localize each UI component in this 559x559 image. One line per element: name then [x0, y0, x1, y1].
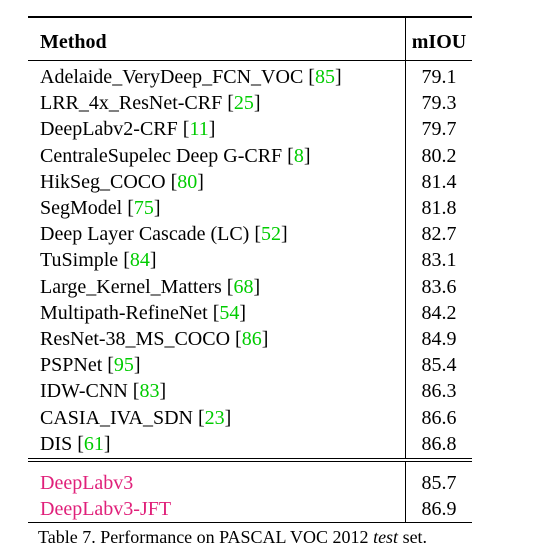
method-cell: Multipath-RefineNet [54]	[40, 301, 247, 324]
citation-link[interactable]: 86	[241, 328, 262, 350]
citation-link[interactable]: 68	[233, 275, 254, 298]
method-name: LRR_4x_ResNet-CRF	[40, 92, 223, 115]
citation-link[interactable]: 23	[204, 406, 225, 429]
citation-link[interactable]: 80	[177, 170, 198, 193]
method-name: ResNet-38_MS_COCO	[40, 328, 231, 350]
method-cell: DeepLabv2-CRF [11]	[40, 118, 216, 141]
miou-cell: 81.4	[421, 170, 457, 193]
method-cell: Large_Kernel_Matters [68]	[40, 275, 261, 298]
section-rule-bottom	[28, 461, 472, 462]
citation-link[interactable]: 75	[133, 197, 154, 219]
our-miou-cell: 86.9	[421, 498, 457, 520]
miou-cell: 79.3	[421, 92, 457, 115]
citation-link[interactable]: 83	[139, 380, 160, 403]
miou-cell: 81.8	[421, 197, 457, 219]
method-name: IDW-CNN	[40, 380, 128, 403]
method-cell: HikSeg_COCO [80]	[40, 170, 204, 193]
miou-cell: 84.9	[421, 328, 457, 350]
method-name: Multipath-RefineNet	[40, 301, 208, 324]
method-name: DIS	[40, 432, 73, 455]
method-header: Method	[40, 31, 107, 53]
method-name: CASIA_IVA_SDN	[40, 406, 193, 429]
method-cell: Deep Layer Cascade (LC) [52]	[40, 223, 288, 246]
method-cell: CentraleSupelec Deep G-CRF [8]	[40, 144, 311, 167]
citation-link[interactable]: 61	[83, 432, 104, 455]
method-cell: CASIA_IVA_SDN [23]	[40, 406, 232, 429]
method-name: DeepLabv2-CRF	[40, 118, 178, 141]
method-name: SegModel	[40, 197, 123, 219]
caption-prefix: Table 7. Performance on PASCAL VOC 2012	[38, 527, 374, 547]
method-name: CentraleSupelec Deep G-CRF	[40, 144, 283, 167]
method-cell: PSPNet [95]	[40, 354, 141, 377]
miou-cell: 86.6	[421, 406, 457, 429]
miou-cell: 86.8	[421, 432, 457, 455]
miou-header: mIOU	[411, 31, 467, 53]
top-rule	[28, 16, 472, 18]
method-cell: SegModel [75]	[40, 197, 161, 219]
method-name: Large_Kernel_Matters	[40, 275, 222, 298]
method-cell: LRR_4x_ResNet-CRF [25]	[40, 92, 261, 115]
method-cell: TuSimple [84]	[40, 249, 157, 272]
method-cell: DIS [61]	[40, 432, 111, 455]
table-caption: Table 7. Performance on PASCAL VOC 2012 …	[38, 526, 427, 548]
citation-link[interactable]: 25	[233, 92, 254, 115]
method-cell: IDW-CNN [83]	[40, 380, 167, 403]
column-divider-top	[405, 16, 406, 458]
miou-cell: 85.4	[421, 354, 457, 377]
method-name: PSPNet	[40, 354, 103, 377]
header-rule	[28, 60, 472, 61]
our-method-cell: DeepLabv3-JFT	[40, 498, 172, 520]
miou-cell: 80.2	[421, 144, 457, 167]
miou-cell: 84.2	[421, 301, 457, 324]
citation-link[interactable]: 52	[261, 223, 282, 246]
bottom-rule	[28, 522, 472, 523]
column-divider-bottom	[405, 462, 406, 523]
miou-cell: 79.1	[421, 66, 457, 88]
citation-link[interactable]: 84	[129, 249, 150, 272]
method-name: HikSeg_COCO	[40, 170, 166, 193]
citation-link[interactable]: 54	[219, 301, 240, 324]
miou-cell: 86.3	[421, 380, 457, 403]
caption-emphasis: test	[373, 527, 399, 547]
citation-link[interactable]: 85	[314, 66, 335, 88]
caption-suffix: set.	[398, 527, 428, 547]
method-cell: Adelaide_VeryDeep_FCN_VOC [85]	[40, 66, 342, 88]
method-cell: ResNet-38_MS_COCO [86]	[40, 328, 269, 350]
miou-cell: 83.6	[421, 275, 457, 298]
miou-cell: 83.1	[421, 249, 457, 272]
our-method-cell: DeepLabv3	[40, 472, 134, 494]
citation-link[interactable]: 8	[293, 144, 304, 167]
miou-cell: 82.7	[421, 223, 457, 246]
miou-cell: 79.7	[421, 118, 457, 141]
section-rule-top	[28, 458, 472, 459]
citation-link[interactable]: 11	[189, 118, 209, 141]
citation-link[interactable]: 95	[113, 354, 134, 377]
method-name: Adelaide_VeryDeep_FCN_VOC	[40, 66, 304, 88]
method-name: TuSimple	[40, 249, 119, 272]
our-miou-cell: 85.7	[421, 472, 457, 494]
method-name: Deep Layer Cascade (LC)	[40, 223, 250, 246]
